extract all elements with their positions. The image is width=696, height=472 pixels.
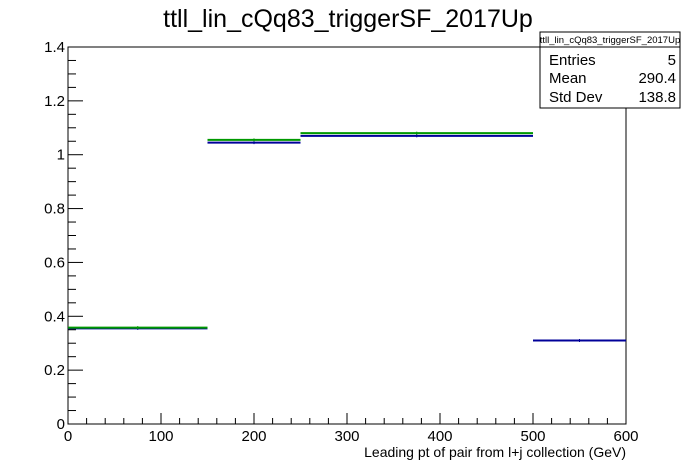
stats-stddev-value: 138.8: [638, 89, 676, 106]
y-tick-label: 0.8: [44, 201, 65, 218]
x-tick-label: 100: [148, 428, 173, 445]
y-tick-label: 0.2: [44, 362, 65, 379]
x-tick-label: 0: [64, 428, 72, 445]
stats-box-title: ttll_lin_cQq83_triggerSF_2017Up: [540, 35, 680, 46]
y-tick-label: 1.4: [44, 39, 65, 56]
x-tick-label: 500: [520, 428, 545, 445]
x-axis-label: Leading pt of pair from l+j collection (…: [364, 444, 626, 460]
y-tick-label: 0.4: [44, 308, 65, 325]
y-tick-label: 0.6: [44, 254, 65, 271]
x-tick-label: 300: [334, 428, 359, 445]
stats-entries-value: 5: [668, 52, 676, 69]
stats-mean-label: Mean: [549, 70, 587, 87]
chart-title: ttll_lin_cQq83_triggerSF_2017Up: [163, 5, 533, 33]
x-tick-label: 600: [613, 428, 638, 445]
x-axis: 0 100 200 300 400 500 600: [64, 413, 639, 445]
stats-stddev-label: Std Dev: [549, 89, 603, 106]
stats-entries-label: Entries: [549, 52, 596, 69]
stats-mean-value: 290.4: [638, 70, 676, 87]
series-layer: [68, 131, 626, 343]
x-tick-label: 200: [241, 428, 266, 445]
y-tick-label: 0: [57, 416, 65, 433]
stats-box-frame: [539, 31, 681, 109]
y-axis: 0 0.2 0.4 0.6 0.8 1 1.2 1.4: [44, 39, 83, 433]
x-tick-label: 400: [427, 428, 452, 445]
y-tick-label: 1.2: [44, 93, 65, 110]
y-tick-label: 1: [57, 147, 65, 164]
stats-box: ttll_lin_cQq83_triggerSF_2017Up Entries …: [539, 31, 681, 109]
